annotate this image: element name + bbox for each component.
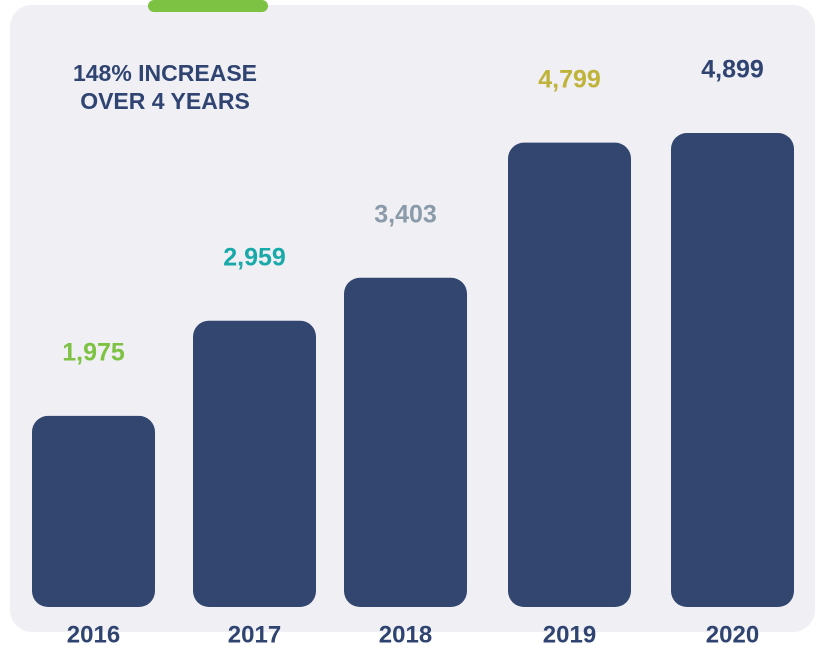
x-tick-label: 2018 — [379, 621, 432, 648]
value-label: 2,959 — [223, 243, 286, 271]
value-label: 1,975 — [62, 339, 125, 367]
bar — [671, 133, 794, 607]
annotation: OVER 4 YEARS — [80, 88, 250, 114]
x-tick-label: 2019 — [543, 621, 596, 648]
x-tick-label: 2020 — [706, 621, 759, 648]
accent-bar — [148, 0, 268, 12]
bar — [32, 415, 155, 607]
x-tick-label: 2017 — [228, 621, 281, 648]
annotation: 148% INCREASE — [73, 60, 257, 86]
value-label: 3,403 — [374, 200, 437, 228]
bar — [508, 142, 631, 607]
bar — [344, 277, 467, 607]
value-label: 4,899 — [701, 56, 764, 84]
x-tick-label: 2016 — [67, 621, 120, 648]
bar — [193, 320, 316, 607]
value-label: 4,799 — [538, 65, 601, 93]
